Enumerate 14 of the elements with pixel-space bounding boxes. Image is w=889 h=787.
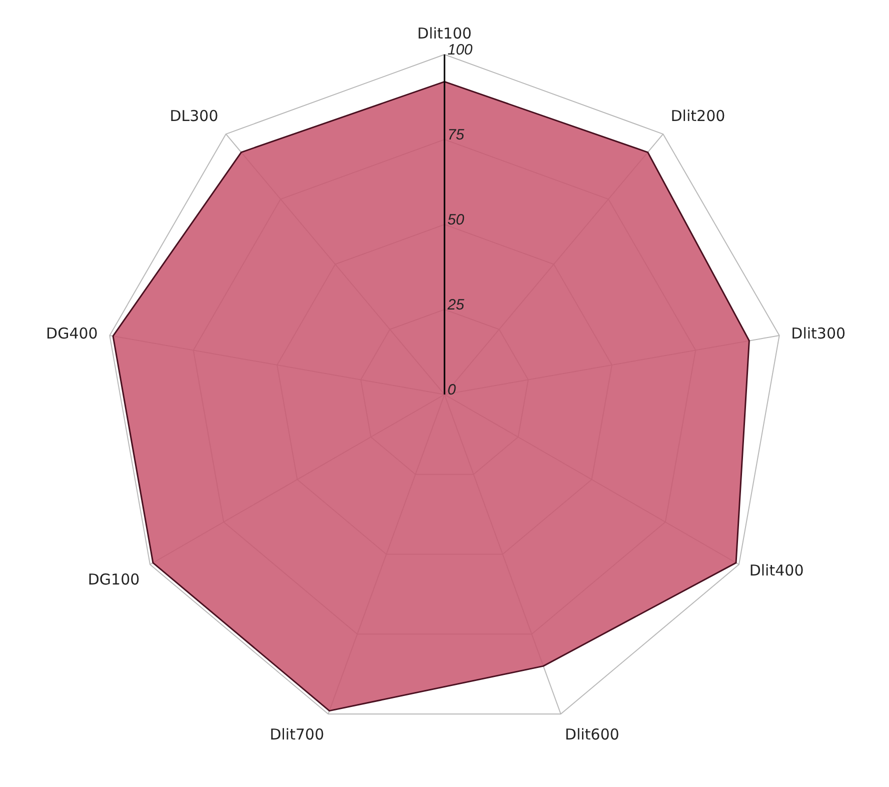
y-tick-label: 75 — [448, 126, 465, 144]
spoke-label: DG100 — [88, 570, 140, 588]
y-tick-label: 0 — [448, 382, 456, 398]
spoke-label: Dlit200 — [670, 106, 726, 125]
spoke-label: DG400 — [46, 324, 98, 342]
spoke-label: Dlit400 — [749, 562, 804, 580]
spoke-label: Dlit600 — [564, 725, 620, 744]
spoke-label: DL300 — [170, 106, 218, 125]
y-tick-label: 50 — [448, 212, 465, 228]
spoke-label: Dlit700 — [270, 725, 324, 744]
y-tick-label: 100 — [448, 42, 474, 58]
spoke-label: Dlit100 — [417, 24, 472, 42]
y-tick-label: 25 — [446, 296, 465, 314]
spoke-label: Dlit300 — [791, 324, 846, 342]
